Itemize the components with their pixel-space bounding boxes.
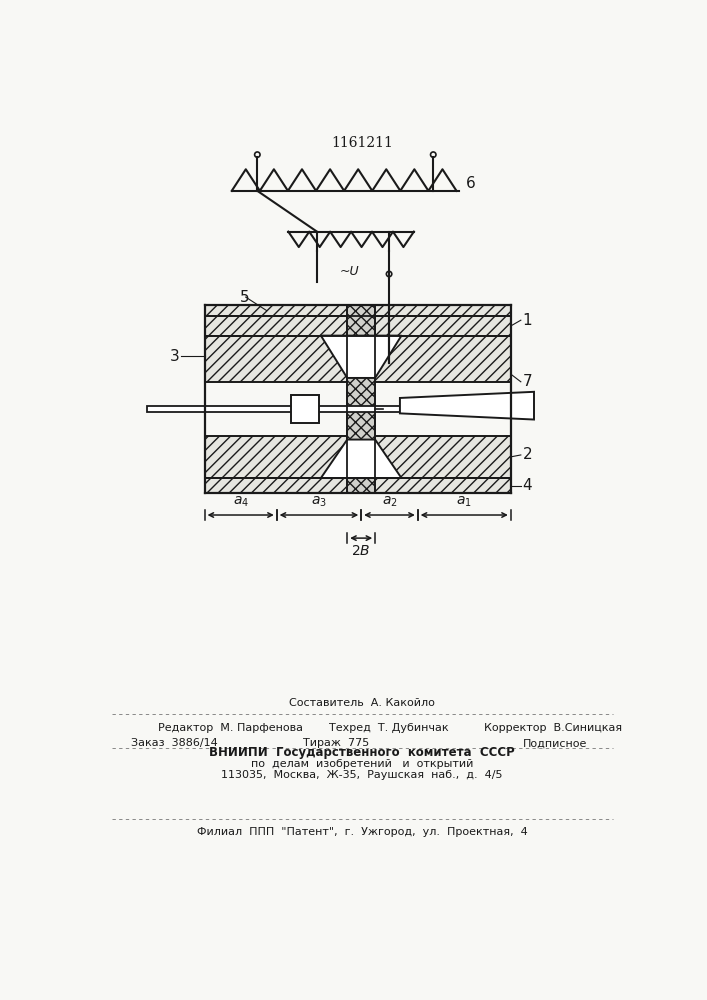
Text: 2: 2 [522, 447, 532, 462]
Polygon shape [321, 336, 402, 378]
Text: 1: 1 [522, 313, 532, 328]
Text: Редактор  М. Парфенова: Редактор М. Парфенова [158, 723, 303, 733]
Text: по  делам  изобретений   и  открытий: по делам изобретений и открытий [251, 759, 473, 769]
Bar [291, 395, 320, 423]
Bar [375, 436, 510, 478]
Bar [204, 478, 510, 493]
Polygon shape [400, 392, 534, 420]
Text: 5: 5 [240, 290, 249, 305]
Text: 6: 6 [466, 176, 476, 191]
Bar [347, 305, 375, 493]
Text: Составитель  А. Какойло: Составитель А. Какойло [289, 698, 435, 708]
Text: $a_1$: $a_1$ [457, 494, 472, 509]
Text: Подписное: Подписное [522, 738, 587, 748]
Bar [204, 305, 510, 316]
Bar [146, 406, 438, 412]
Text: $a_2$: $a_2$ [382, 494, 397, 509]
Bar [204, 436, 347, 478]
Bar [204, 316, 347, 336]
Text: Тираж  775: Тираж 775 [303, 738, 370, 748]
Text: 4: 4 [522, 478, 532, 493]
Text: $a_3$: $a_3$ [311, 494, 327, 509]
Bar [375, 316, 510, 336]
Text: $a_4$: $a_4$ [233, 494, 249, 509]
Text: 1161211: 1161211 [331, 136, 393, 150]
Text: 3: 3 [170, 349, 180, 364]
Text: $2B$: $2B$ [351, 544, 371, 558]
Text: ~U: ~U [340, 265, 360, 278]
Text: 113035,  Москва,  Ж-35,  Раушская  наб.,  д.  4/5: 113035, Москва, Ж-35, Раушская наб., д. … [221, 770, 503, 780]
Text: ВНИИПИ  Государственного  комитета  СССР: ВНИИПИ Государственного комитета СССР [209, 746, 515, 759]
Text: Корректор  В.Синицкая: Корректор В.Синицкая [484, 723, 621, 733]
Text: Техред  Т. Дубинчак: Техред Т. Дубинчак [329, 723, 448, 733]
Text: Заказ  3886/14: Заказ 3886/14 [131, 738, 218, 748]
Bar [375, 336, 510, 382]
Text: 7: 7 [522, 374, 532, 389]
Text: Филиал  ППП  "Патент",  г.  Ужгород,  ул.  Проектная,  4: Филиал ППП "Патент", г. Ужгород, ул. Про… [197, 827, 527, 837]
Polygon shape [321, 440, 402, 478]
Bar [204, 336, 347, 382]
